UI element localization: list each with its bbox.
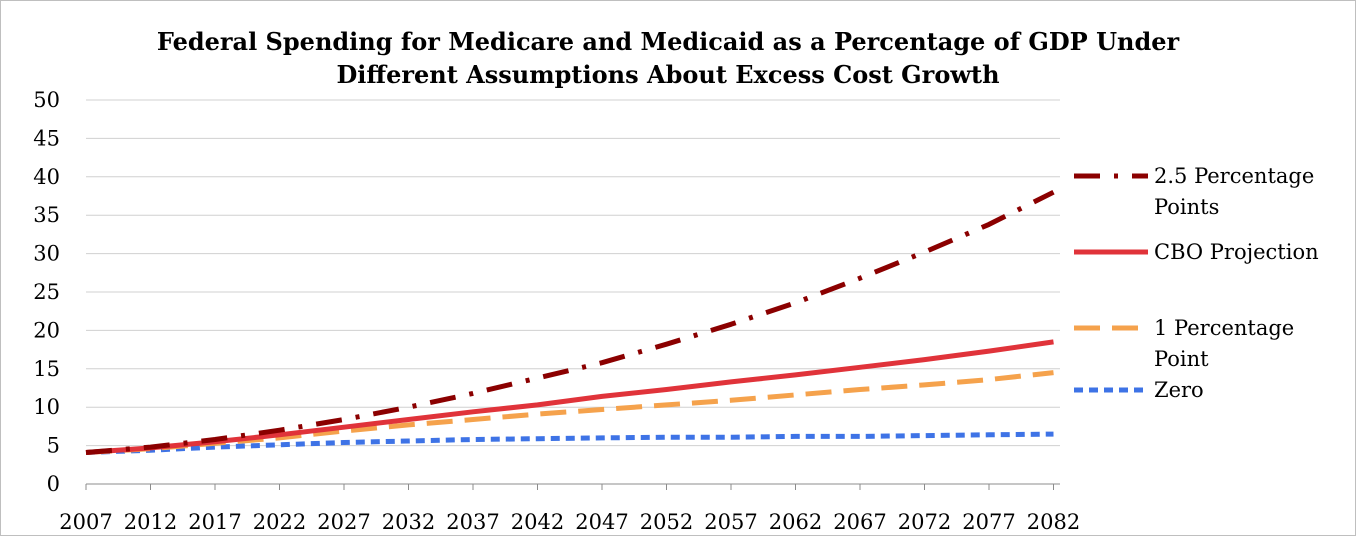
legend-label-2: Point	[1154, 347, 1209, 371]
series-line-1	[85, 339, 1054, 455]
chart-title-line-1: Federal Spending for Medicare and Medica…	[157, 27, 1180, 56]
x-tick-label: 2017	[188, 510, 241, 534]
x-tick-label: 2067	[833, 510, 886, 534]
y-tick-label: 25	[33, 280, 60, 304]
x-tick-label: 2077	[962, 510, 1015, 534]
x-tick-label: 2057	[704, 510, 757, 534]
y-tick-label: 15	[33, 357, 60, 381]
y-tick-label: 45	[33, 126, 60, 150]
legend-label-0: 2.5 Percentage	[1154, 164, 1314, 188]
grid	[86, 99, 1060, 447]
axes: 0 5 10 15 20 25 30 35 40 45 50 2007 2012 2017 2022 2027…	[33, 88, 1080, 534]
x-tick-label: 2072	[898, 510, 951, 534]
series-line-0	[85, 189, 1055, 455]
x-tick-label: 2027	[317, 510, 370, 534]
y-tick-label: 5	[47, 434, 60, 458]
y-tick-label: 0	[47, 472, 60, 496]
x-tick-label: 2042	[511, 510, 564, 534]
x-tick-label: 2062	[769, 510, 822, 534]
x-tick-label: 2032	[382, 510, 435, 534]
y-tick-label: 35	[33, 203, 60, 227]
chart-title-line-2: Different Assumptions About Excess Cost …	[336, 60, 999, 89]
series-line-3	[85, 431, 1054, 455]
y-tick-label: 20	[33, 318, 60, 342]
x-tick-label: 2082	[1027, 510, 1080, 534]
x-tick-label: 2047	[575, 510, 628, 534]
y-tick-label: 30	[33, 242, 60, 266]
legend-label-3: Zero	[1154, 378, 1204, 402]
x-tick-label: 2007	[59, 510, 112, 534]
y-tick-label: 50	[33, 88, 60, 112]
legend-label-2: 1 Percentage	[1154, 316, 1294, 340]
x-tick-label: 2022	[253, 510, 306, 534]
x-tick-label: 2012	[124, 510, 177, 534]
x-tick-label: 2052	[640, 510, 693, 534]
legend: 2.5 Percentage Points CBO Projection 1 Perc…	[1074, 164, 1319, 402]
series-lines	[85, 189, 1055, 455]
y-tick-label: 40	[33, 165, 60, 189]
y-tick-label: 10	[33, 395, 60, 419]
legend-label-0: Points	[1154, 195, 1219, 219]
x-tick-label: 2037	[446, 510, 499, 534]
legend-label-1: CBO Projection	[1154, 240, 1319, 264]
